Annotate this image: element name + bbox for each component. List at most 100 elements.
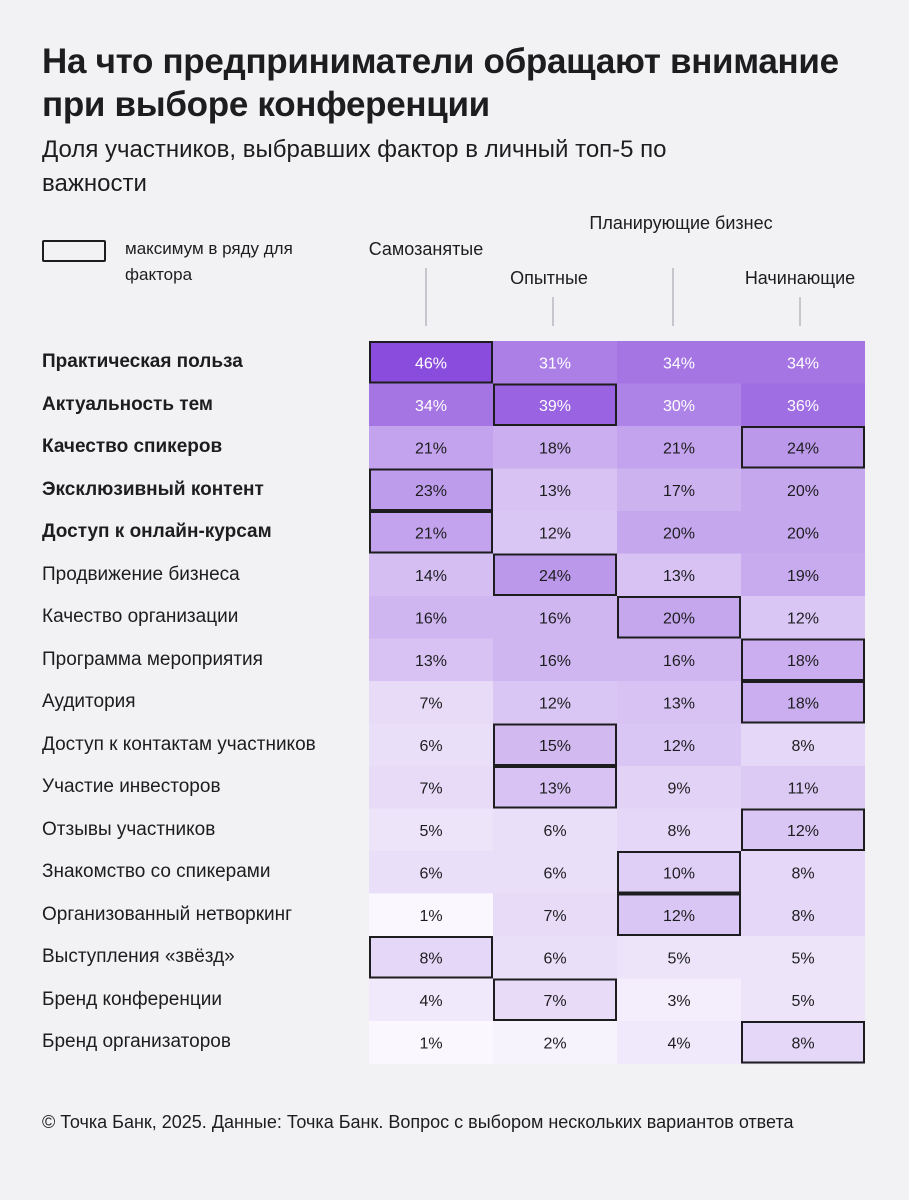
- cell-value-label: 8%: [667, 823, 690, 840]
- heatmap-cell: [617, 1021, 741, 1065]
- heatmap-cell: [369, 638, 493, 682]
- heatmap-cell: [369, 851, 493, 895]
- cell-value-label: 3%: [667, 993, 690, 1010]
- chart-subtitle: Доля участников, выбравших фактор в личн…: [42, 136, 667, 197]
- heatmap-cell: [493, 723, 617, 767]
- row-label: Практическая польза: [42, 351, 243, 372]
- heatmap-cell: [369, 681, 493, 725]
- heatmap-cell: [369, 723, 493, 767]
- cell-value-label: 13%: [539, 780, 571, 797]
- cell-value-label: 16%: [539, 610, 571, 627]
- heatmap-cell: [493, 936, 617, 980]
- cell-value-label: 6%: [419, 865, 442, 882]
- cell-value-label: 34%: [415, 398, 447, 415]
- row-label: Актуальность тем: [42, 393, 213, 415]
- cell-value-label: 13%: [663, 695, 695, 712]
- cell-value-label: 6%: [543, 865, 566, 882]
- heatmap-cell: [369, 766, 493, 810]
- heatmap-cell: [369, 936, 493, 980]
- cell-value-label: 12%: [539, 695, 571, 712]
- heatmap-cell: [369, 808, 493, 852]
- heatmap-cell: [741, 341, 865, 385]
- heatmap-cell: [617, 638, 741, 682]
- column-tick: [552, 297, 554, 326]
- heatmap-cell: [617, 426, 741, 470]
- row-max-highlight: [493, 723, 617, 766]
- heatmap-cell: [617, 766, 741, 810]
- cell-value-label: 16%: [539, 653, 571, 670]
- row-max-highlight: [741, 808, 865, 851]
- heatmap-cell: [617, 978, 741, 1022]
- cell-value-label: 20%: [787, 483, 819, 500]
- cell-value-label: 6%: [543, 950, 566, 967]
- heatmap-cell: [617, 383, 741, 427]
- heatmap-cell: [741, 426, 865, 470]
- cell-value-label: 8%: [419, 950, 442, 967]
- cell-value-label: 8%: [791, 865, 814, 882]
- heatmap-cell: [493, 681, 617, 725]
- cell-value-label: 31%: [539, 355, 571, 372]
- heatmap-cell: [741, 1021, 865, 1065]
- heatmap-cell: [369, 468, 493, 512]
- cell-value-label: 12%: [663, 738, 695, 755]
- cell-value-label: 8%: [791, 738, 814, 755]
- row-max-highlight: [369, 468, 493, 511]
- heatmap-cell: [369, 426, 493, 470]
- heatmap-cell: [493, 426, 617, 470]
- cell-value-label: 12%: [539, 525, 571, 542]
- cell-value-label: 21%: [663, 440, 695, 457]
- row-label: Организованный нетворкинг: [42, 903, 293, 925]
- column-header-beginners: Начинающие: [744, 268, 856, 288]
- cell-value-label: 5%: [791, 993, 814, 1010]
- cell-value-label: 20%: [663, 525, 695, 542]
- row-label: Бренд организаторов: [42, 1031, 231, 1052]
- heatmap-cell: [369, 553, 493, 597]
- cell-value-label: 19%: [787, 568, 819, 585]
- cell-value-label: 36%: [787, 398, 819, 415]
- cell-value-label: 4%: [667, 1035, 690, 1052]
- cell-value-label: 34%: [663, 355, 695, 372]
- cell-value-label: 7%: [543, 993, 566, 1010]
- heatmap-cell: [741, 936, 865, 980]
- heatmap-cell: [617, 851, 741, 895]
- row-max-highlight: [493, 766, 617, 809]
- row-max-highlight: [493, 383, 617, 426]
- heatmap-cell: [493, 341, 617, 385]
- heatmap-cell: [369, 511, 493, 555]
- row-label: Программа мероприятия: [42, 648, 263, 670]
- heatmap-cell: [741, 851, 865, 895]
- cell-value-label: 13%: [415, 653, 447, 670]
- heatmap-cell: [493, 766, 617, 810]
- heatmap-cell: [741, 766, 865, 810]
- heatmap-cell: [617, 681, 741, 725]
- row-label: Доступ к онлайн-курсам: [42, 521, 272, 542]
- heatmap-cell: [493, 511, 617, 555]
- heatmap-cell: [617, 511, 741, 555]
- row-max-highlight: [741, 638, 865, 681]
- cell-value-label: 5%: [791, 950, 814, 967]
- cell-value-label: 12%: [663, 908, 695, 925]
- cell-value-label: 8%: [791, 908, 814, 925]
- heatmap-cell: [617, 936, 741, 980]
- cell-value-label: 13%: [539, 483, 571, 500]
- heatmap-cell: [369, 893, 493, 937]
- chart-title: На что предприниматели обращают внимание…: [42, 42, 839, 124]
- heatmap-cell: [369, 341, 493, 385]
- heatmap-cell: [493, 596, 617, 640]
- row-max-highlight: [617, 851, 741, 894]
- heatmap-cell: [369, 383, 493, 427]
- heatmap-cell: [741, 511, 865, 555]
- legend-max-label: максимум в ряду для фактора: [125, 239, 293, 284]
- row-label: Эксклюзивный контент: [42, 478, 264, 500]
- row-max-highlight: [741, 1021, 865, 1064]
- heatmap-cell: [741, 596, 865, 640]
- cell-value-label: 15%: [539, 738, 571, 755]
- cell-value-label: 21%: [415, 440, 447, 457]
- footer-source: © Точка Банк, 2025. Данные: Точка Банк. …: [42, 1112, 794, 1132]
- heatmap-cell: [493, 553, 617, 597]
- heatmap-cell: [741, 893, 865, 937]
- row-label: Отзывы участников: [42, 818, 216, 840]
- heatmap-cell: [741, 681, 865, 725]
- cell-value-label: 6%: [419, 738, 442, 755]
- row-label: Выступления «звёзд»: [42, 946, 235, 967]
